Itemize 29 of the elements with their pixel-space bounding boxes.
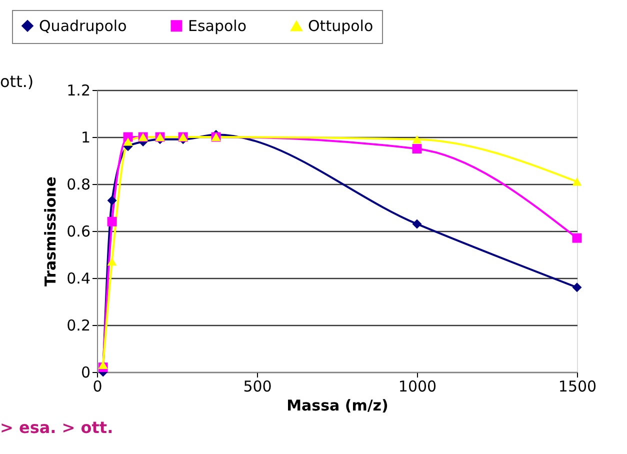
y-tick-label: 0.6 (66, 222, 90, 240)
x-tick-label: 1500 (558, 378, 597, 396)
x-tick-label: 0 (92, 378, 102, 396)
legend-label: Esapolo (188, 16, 247, 35)
y-tick-label: 0.4 (66, 270, 90, 288)
y-tick-label: 1 (80, 128, 90, 146)
y-tick-label: 0.8 (66, 176, 90, 194)
x-tick-label: 1000 (398, 378, 437, 396)
point (107, 196, 117, 206)
point (412, 219, 422, 229)
point (412, 135, 422, 144)
point (107, 257, 117, 266)
point (98, 360, 108, 370)
y-axis-title: Trasmissione (42, 176, 60, 286)
x-axis-title: Massa (m/z) (286, 396, 388, 414)
point (572, 282, 582, 292)
legend-label: Quadrupolo (39, 16, 127, 35)
y-tick-label: 0.2 (66, 316, 90, 334)
point (572, 178, 582, 186)
text: ott.) (0, 72, 34, 91)
point (107, 216, 117, 226)
y-tick-label: 0 (80, 364, 90, 382)
legend-label: Ottupolo (308, 17, 374, 36)
y-tick-label: 1.2 (66, 82, 90, 100)
point (123, 138, 133, 146)
point (412, 144, 422, 154)
point (572, 233, 582, 243)
text: > esa. > ott. (0, 418, 114, 437)
x-tick-label: 500 (243, 378, 272, 396)
